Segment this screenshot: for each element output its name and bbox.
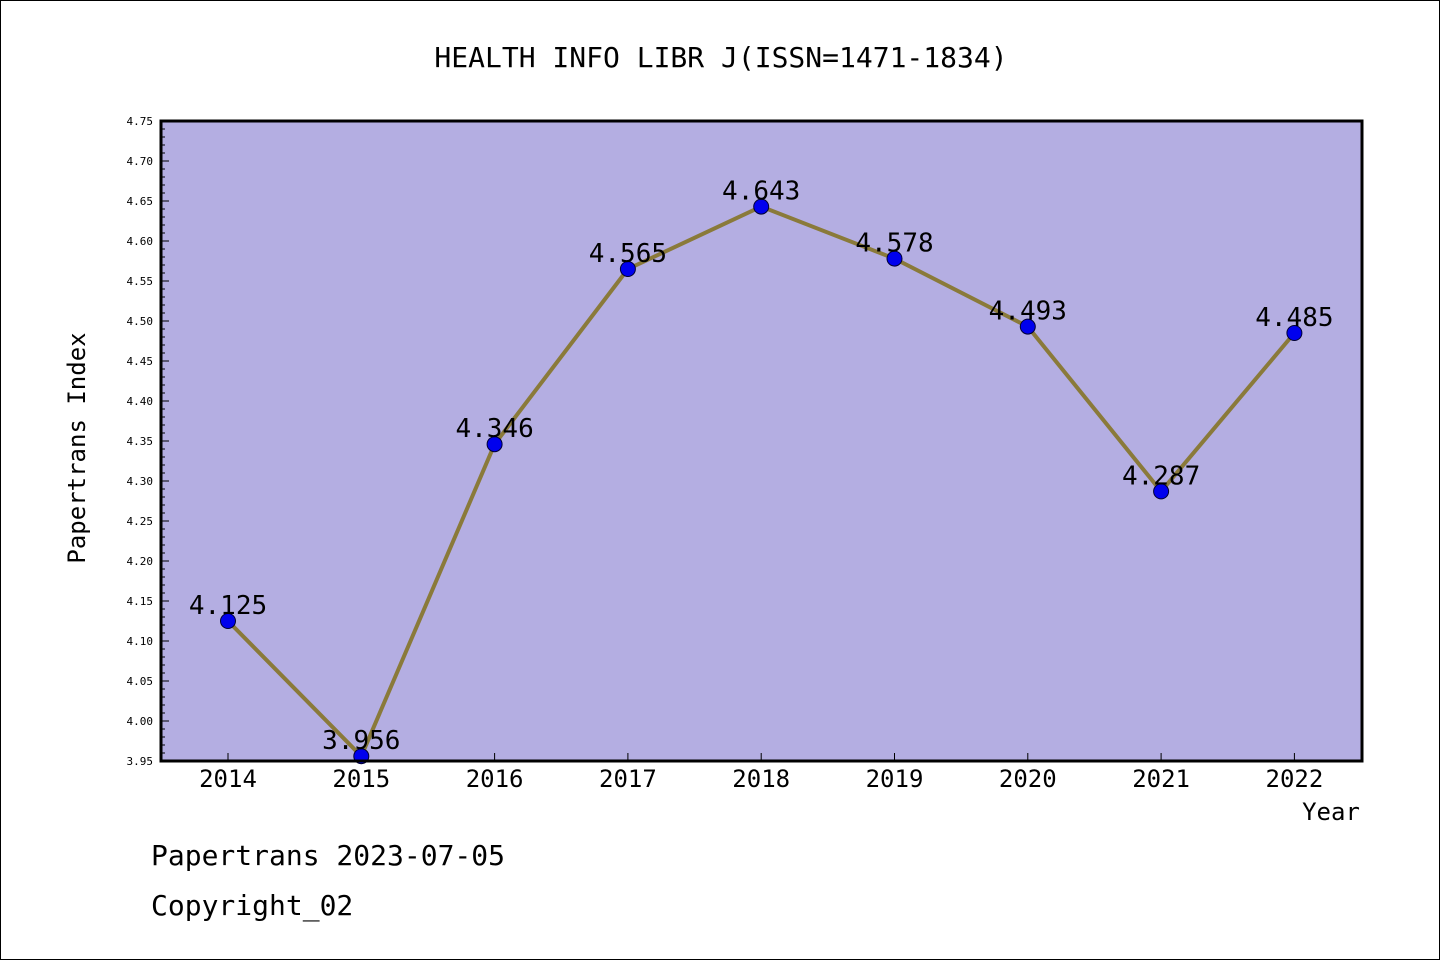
data-point <box>486 436 503 453</box>
data-point <box>1286 325 1303 341</box>
y-tick-label: 4.25 <box>127 515 154 528</box>
x-tick-label: 2020 <box>999 765 1057 793</box>
plot-border <box>159 119 1364 763</box>
y-tick-label: 4.30 <box>127 475 154 488</box>
plot-area <box>161 121 1362 761</box>
y-tick-label: 4.00 <box>127 715 154 728</box>
data-label: 4.346 <box>455 414 533 444</box>
x-tick-label: 2022 <box>1266 765 1324 793</box>
y-axis: 3.95 4.00 4.05 4.10 4.15 4.20 4.25 4.30 4.35 4.40… <box>127 115 169 768</box>
y-tick-label: 4.10 <box>127 635 154 648</box>
x-tick-label: 2021 <box>1132 765 1190 793</box>
x-tick-label: 2015 <box>332 765 390 793</box>
data-label: 4.287 <box>1122 461 1200 491</box>
y-tick-label: 4.15 <box>127 595 154 608</box>
y-tick-label: 4.35 <box>127 435 154 448</box>
x-axis-label: Year <box>1302 798 1360 826</box>
footer-date: Papertrans 2023-07-05 <box>151 839 505 872</box>
data-label: 3.956 <box>322 726 400 756</box>
data-label: 4.125 <box>189 591 267 621</box>
data-label: 4.485 <box>1255 303 1333 333</box>
chart-title: HEALTH INFO LIBR J(ISSN=1471-1834) <box>434 41 1007 74</box>
y-tick-label: 3.95 <box>127 755 154 768</box>
x-tick-label: 2018 <box>732 765 790 793</box>
x-tick-label: 2016 <box>466 765 524 793</box>
data-point <box>1153 483 1170 500</box>
y-tick-label: 4.50 <box>127 315 154 328</box>
y-tick-label: 4.75 <box>127 115 154 128</box>
data-point <box>886 250 903 267</box>
x-tick-label: 2019 <box>866 765 924 793</box>
y-tick-label: 4.60 <box>127 235 154 248</box>
data-labels: 4.125 3.956 4.346 4.565 4.643 4.578 4.493 4.287… <box>189 177 1334 757</box>
data-point <box>1019 318 1036 335</box>
x-tick-label: 2017 <box>599 765 657 793</box>
data-point <box>619 261 636 277</box>
data-point <box>753 198 770 215</box>
data-point <box>220 613 236 629</box>
data-label: 4.578 <box>855 229 933 259</box>
y-axis-label: Papertrans Index <box>63 332 91 563</box>
y-tick-label: 4.45 <box>127 355 154 368</box>
x-tick-label: 2014 <box>199 765 257 793</box>
data-label: 4.565 <box>589 239 667 269</box>
data-label: 4.643 <box>722 177 800 207</box>
y-tick-label: 4.55 <box>127 275 154 288</box>
y-tick-label: 4.70 <box>127 155 154 168</box>
y-tick-label: 4.40 <box>127 395 154 408</box>
data-label: 4.493 <box>989 297 1067 327</box>
y-tick-label: 4.05 <box>127 675 154 688</box>
x-axis: 2014 2015 2016 2017 2018 2019 2020 2021 2022 <box>199 753 1323 793</box>
y-tick-label: 4.20 <box>127 555 154 568</box>
footer-copyright: Copyright_02 <box>151 889 353 923</box>
series-markers <box>220 198 1303 765</box>
y-tick-label: 4.65 <box>127 195 154 208</box>
